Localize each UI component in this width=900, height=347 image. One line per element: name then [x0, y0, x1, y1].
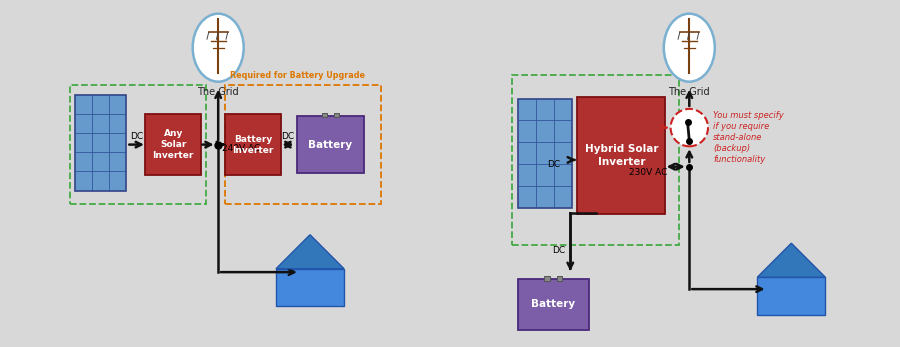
- Ellipse shape: [664, 14, 715, 82]
- Text: DC: DC: [130, 132, 143, 141]
- Text: DC: DC: [552, 246, 565, 255]
- Text: The Grid: The Grid: [669, 87, 710, 97]
- Bar: [518, 99, 572, 208]
- Polygon shape: [757, 243, 825, 277]
- FancyBboxPatch shape: [297, 116, 364, 173]
- Text: Required for Battery Upgrade: Required for Battery Upgrade: [230, 71, 365, 80]
- FancyBboxPatch shape: [578, 97, 665, 214]
- Text: You must specify
if you require
stand-alone
(backup)
functionality: You must specify if you require stand-al…: [713, 111, 784, 164]
- Text: Battery: Battery: [531, 299, 575, 310]
- Text: DC: DC: [282, 132, 294, 141]
- Text: DC: DC: [546, 160, 560, 169]
- Text: Any
Solar
Inverter: Any Solar Inverter: [152, 129, 194, 160]
- Text: Battery: Battery: [309, 139, 353, 150]
- FancyBboxPatch shape: [146, 114, 201, 175]
- Ellipse shape: [193, 14, 244, 82]
- Text: 230V AC: 230V AC: [629, 168, 668, 177]
- Polygon shape: [276, 235, 344, 269]
- Bar: [544, 276, 550, 281]
- Bar: [76, 95, 126, 191]
- Bar: [757, 277, 825, 315]
- FancyBboxPatch shape: [518, 279, 589, 330]
- Text: Battery
Inverter: Battery Inverter: [232, 135, 274, 155]
- Circle shape: [670, 109, 708, 146]
- Bar: [334, 113, 339, 117]
- Text: Hybrid Solar
Inverter: Hybrid Solar Inverter: [584, 144, 658, 167]
- Bar: [321, 113, 327, 117]
- Text: 240V AC: 240V AC: [222, 144, 260, 153]
- Bar: [557, 276, 562, 281]
- Bar: [276, 269, 344, 306]
- FancyBboxPatch shape: [225, 114, 281, 175]
- Text: The Grid: The Grid: [197, 87, 239, 97]
